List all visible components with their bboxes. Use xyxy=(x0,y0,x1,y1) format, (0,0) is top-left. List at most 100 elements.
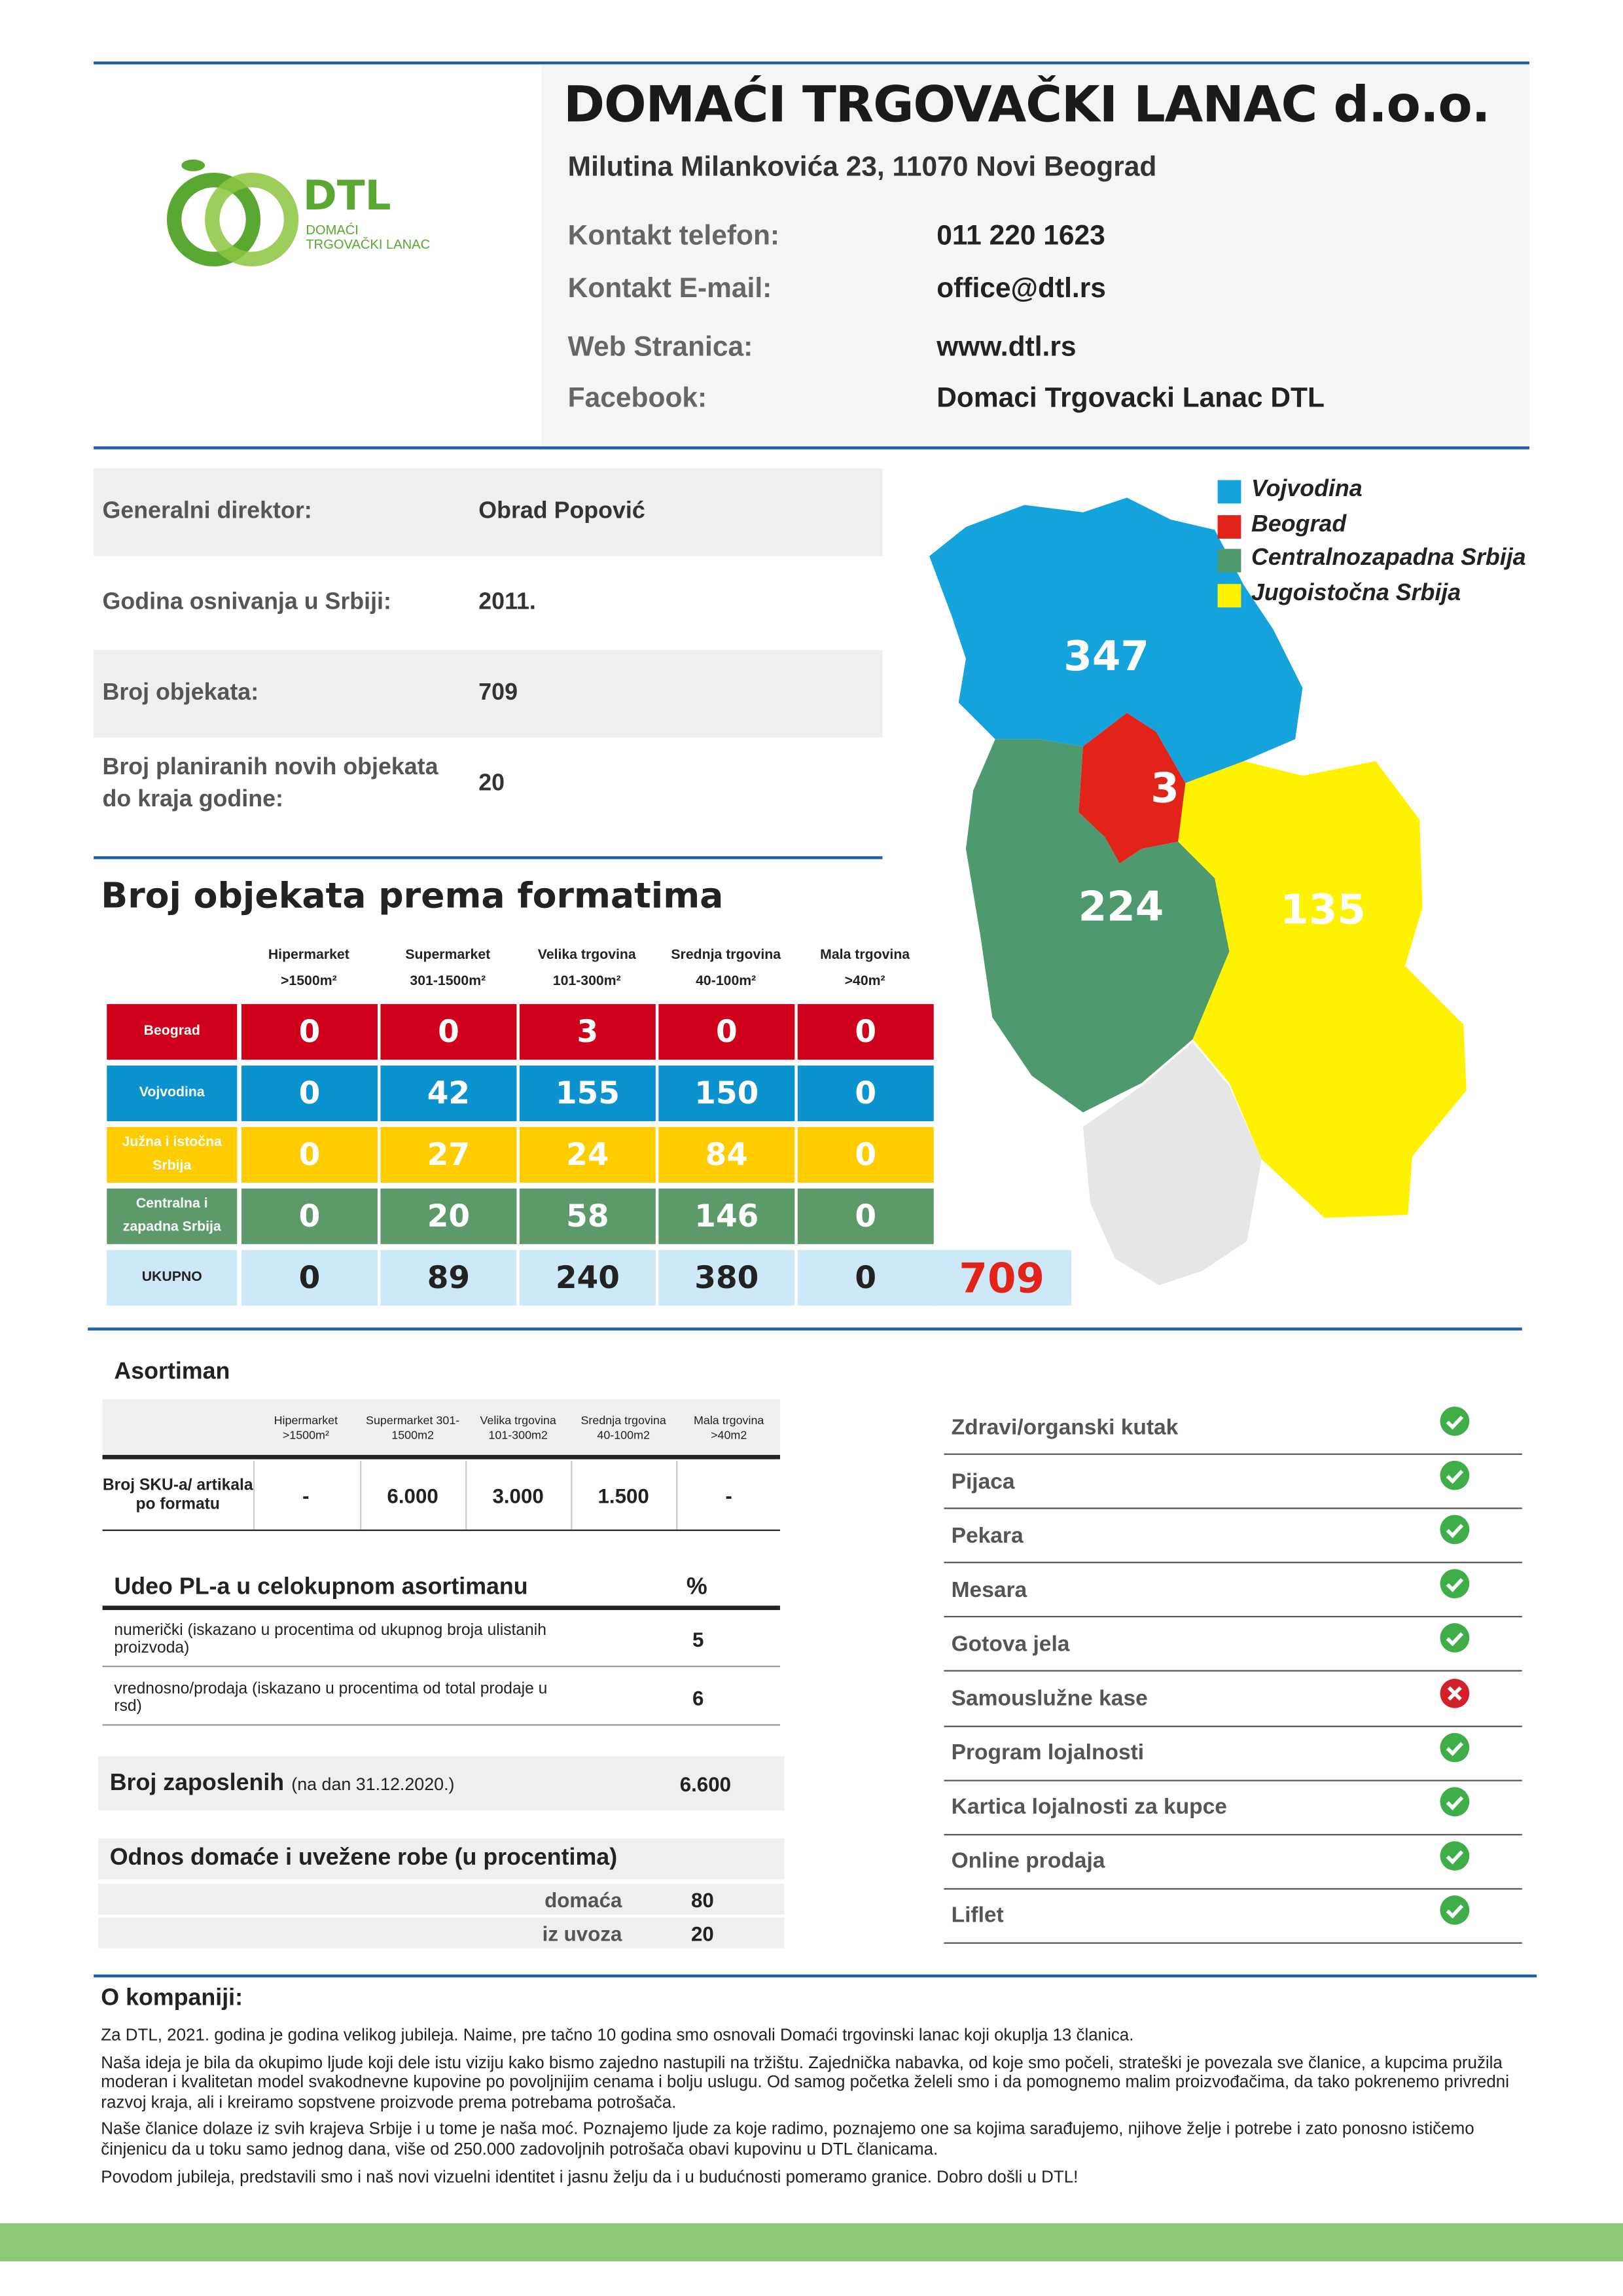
legend-label: Centralnozapadna Srbija xyxy=(1251,546,1526,571)
about-title: O kompaniji: xyxy=(101,1986,243,2011)
employees-line: Broj zaposlenih (na dan 31.12.2020.) xyxy=(110,1757,455,1811)
column-name: Velika trgovina xyxy=(537,946,636,963)
feature-label: Pekara xyxy=(951,1523,1024,1549)
column-size: 101-300m² xyxy=(552,973,621,990)
contact-label: Kontakt E-mail: xyxy=(567,274,772,305)
feature-label: Online prodaja xyxy=(951,1849,1105,1874)
column-name: Hipermarket xyxy=(268,946,349,963)
check-icon xyxy=(1440,1515,1470,1545)
rule xyxy=(102,1665,780,1668)
column-size: >1500m² xyxy=(281,973,337,990)
info-label: Broj objekata: xyxy=(102,680,259,706)
region-value: 3 xyxy=(1150,764,1179,813)
check-icon xyxy=(1440,1786,1470,1816)
cell-value: 0 xyxy=(797,1066,934,1122)
contact-label: Kontakt telefon: xyxy=(567,221,780,252)
employees-label: Broj zaposlenih xyxy=(109,1770,285,1795)
paragraph: Povodom jubileja, predstavili smo i naš … xyxy=(101,2166,1079,2187)
column-size: 301-1500m² xyxy=(410,973,486,990)
feature-icon xyxy=(1438,1514,1471,1546)
section-title: Udeo PL-a u celokupnom asortimanu xyxy=(114,1575,528,1600)
rule xyxy=(944,1616,1522,1618)
info-label: Broj planiranih novih objekata do kraja … xyxy=(102,755,438,813)
legend-swatch xyxy=(1217,583,1241,607)
contact-value: office@dtl.rs xyxy=(936,274,1106,305)
info-row: Godina osnivanja u Srbiji: 2011. xyxy=(94,559,883,647)
feature-label: Kartica lojalnosti za kupce xyxy=(951,1795,1227,1820)
logo-line: DOMAĆI xyxy=(306,222,359,238)
pl-label: numerički (iskazano u procentima od ukup… xyxy=(114,1621,546,1657)
title: DOMAĆI TRGOVAČKI LANAC d.o.o. xyxy=(563,76,1491,135)
origin-label: domaća xyxy=(544,1887,622,1911)
pl-label: vrednosno/prodaja (iskazano u procentima… xyxy=(114,1680,548,1715)
cell-value: 240 xyxy=(519,1249,656,1306)
section-title: Broj objekata prema formatima xyxy=(101,875,724,916)
region-vojvodina xyxy=(929,497,1303,783)
column-name: Srednja trgovina xyxy=(671,946,781,963)
origin-title: Odnos domaće i uvežene robe (u procentim… xyxy=(98,1838,785,1880)
rule xyxy=(944,1453,1522,1455)
logo-leaf xyxy=(181,159,205,171)
feature-label: Mesara xyxy=(951,1577,1027,1603)
column-name: Supermarket xyxy=(405,946,491,963)
employees-box: Broj zaposlenih (na dan 31.12.2020.) 6.600 xyxy=(98,1756,785,1811)
cell-value: - xyxy=(302,1483,310,1507)
rule xyxy=(253,1460,255,1530)
info-label: Generalni direktor: xyxy=(102,499,312,524)
cell-value: 155 xyxy=(519,1066,656,1122)
info-row: Broj planiranih novih objekata do kraja … xyxy=(94,740,883,829)
table-head-bg xyxy=(102,1399,780,1457)
cell-value: 84 xyxy=(658,1126,795,1183)
rule xyxy=(94,856,883,859)
region-value: 224 xyxy=(1078,882,1164,931)
info-value: 709 xyxy=(478,680,518,706)
rule xyxy=(944,1670,1522,1672)
rule xyxy=(944,1833,1522,1835)
region-southeast xyxy=(1178,761,1467,1218)
check-icon xyxy=(1440,1732,1470,1762)
origin-row-bg xyxy=(98,1917,785,1948)
legend-swatch xyxy=(1217,548,1241,573)
feature-icon xyxy=(1438,1460,1471,1492)
footer-bar xyxy=(0,2223,1623,2262)
info-value: 20 xyxy=(478,771,505,797)
cell-value: 0 xyxy=(797,1188,934,1244)
logo-ring xyxy=(166,172,261,267)
employees-value: 6.600 xyxy=(679,1772,732,1795)
cell-value: 1.500 xyxy=(597,1483,649,1507)
cell-value: 3 xyxy=(519,1004,656,1060)
logo-ring xyxy=(205,172,299,267)
feature-icon xyxy=(1438,1677,1471,1709)
rule xyxy=(571,1460,573,1530)
cell-value: 0 xyxy=(241,1126,378,1183)
feature-icon xyxy=(1438,1405,1471,1437)
check-icon xyxy=(1440,1840,1470,1871)
cell-value: 146 xyxy=(658,1188,795,1244)
cell-value: 0 xyxy=(241,1066,378,1122)
check-icon xyxy=(1440,1895,1470,1925)
column-name: Velika trgovina 101-300m2 xyxy=(480,1413,556,1441)
cell-value: 0 xyxy=(241,1249,378,1306)
feature-label: Zdravi/organski kutak xyxy=(951,1414,1179,1440)
legend-swatch xyxy=(1217,514,1241,538)
info-row: Generalni direktor: Obrad Popović xyxy=(94,468,883,556)
feature-label: Program lojalnosti xyxy=(951,1740,1145,1766)
contact-value: 011 220 1623 xyxy=(936,221,1105,252)
legend-swatch xyxy=(1217,480,1241,504)
column-name: Hipermarket >1500m² xyxy=(274,1413,338,1441)
rule xyxy=(944,1507,1522,1509)
info-value: Obrad Popović xyxy=(478,499,645,524)
pl-value: 6 xyxy=(692,1686,704,1710)
origin-value: 20 xyxy=(690,1921,714,1945)
column-size: >40m² xyxy=(844,973,885,990)
cell-value: 0 xyxy=(658,1004,795,1060)
rule xyxy=(944,1725,1522,1727)
cell-value: 58 xyxy=(519,1188,656,1244)
cell-value: 0 xyxy=(797,1249,934,1306)
cell-value: 6.000 xyxy=(387,1483,438,1507)
total-value: 709 xyxy=(932,1249,1071,1306)
cell-value: 24 xyxy=(519,1126,656,1183)
contact-label: Web Stranica: xyxy=(567,332,753,363)
